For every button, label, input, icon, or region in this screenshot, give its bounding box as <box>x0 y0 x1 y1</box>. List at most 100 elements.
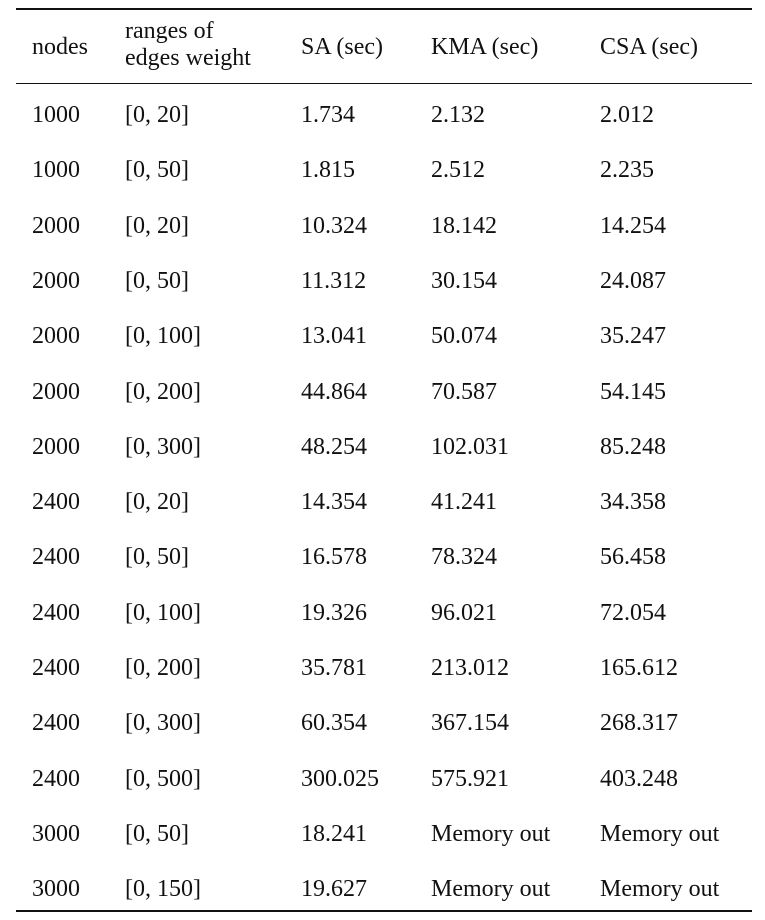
cell-nodes: 2400 <box>32 544 80 570</box>
cell-kma: Memory out <box>431 821 551 847</box>
cell-nodes: 2000 <box>32 434 80 460</box>
cell-nodes: 3000 <box>32 821 80 847</box>
cell-sa: 11.312 <box>301 268 367 294</box>
cell-range: [0, 20] <box>125 489 189 515</box>
table-row: 2400 [0, 50] 16.578 78.324 56.458 <box>16 543 752 571</box>
table-row: 2000 [0, 200] 44.864 70.587 54.145 <box>16 378 752 406</box>
cell-csa: 403.248 <box>600 766 678 792</box>
cell-csa: 2.235 <box>600 157 654 183</box>
cell-sa: 18.241 <box>301 821 367 847</box>
cell-kma: 18.142 <box>431 213 497 239</box>
cell-csa: 24.087 <box>600 268 666 294</box>
cell-kma: 213.012 <box>431 655 509 681</box>
cell-sa: 300.025 <box>301 766 379 792</box>
cell-range: [0, 200] <box>125 655 201 681</box>
cell-range: [0, 500] <box>125 766 201 792</box>
cell-nodes: 2400 <box>32 489 80 515</box>
cell-sa: 48.254 <box>301 434 367 460</box>
cell-kma: 575.921 <box>431 766 509 792</box>
table-row: 2400 [0, 20] 14.354 41.241 34.358 <box>16 488 752 516</box>
cell-range: [0, 20] <box>125 213 189 239</box>
cell-sa: 44.864 <box>301 379 367 405</box>
cell-nodes: 1000 <box>32 157 80 183</box>
cell-sa: 19.326 <box>301 600 367 626</box>
table-row: 2000 [0, 50] 11.312 30.154 24.087 <box>16 267 752 295</box>
table-row: 2400 [0, 100] 19.326 96.021 72.054 <box>16 599 752 627</box>
cell-csa: Memory out <box>600 876 720 902</box>
cell-sa: 1.734 <box>301 102 355 128</box>
table-row: 2000 [0, 20] 10.324 18.142 14.254 <box>16 212 752 240</box>
cell-range: [0, 50] <box>125 821 189 847</box>
cell-nodes: 2400 <box>32 600 80 626</box>
table-top-rule <box>16 8 752 10</box>
table-row: 2400 [0, 200] 35.781 213.012 165.612 <box>16 654 752 682</box>
table-bottom-rule <box>16 910 752 912</box>
cell-range: [0, 300] <box>125 710 201 736</box>
cell-csa: 72.054 <box>600 600 666 626</box>
cell-nodes: 2000 <box>32 213 80 239</box>
header-csa: CSA (sec) <box>600 34 698 60</box>
cell-csa: 35.247 <box>600 323 666 349</box>
cell-sa: 13.041 <box>301 323 367 349</box>
header-ranges-line2: edges weight <box>125 45 251 71</box>
cell-kma: Memory out <box>431 876 551 902</box>
header-sa: SA (sec) <box>301 34 383 60</box>
cell-nodes: 3000 <box>32 876 80 902</box>
table-row: 3000 [0, 150] 19.627 Memory out Memory out <box>16 875 752 903</box>
cell-kma: 102.031 <box>431 434 509 460</box>
cell-nodes: 2400 <box>32 710 80 736</box>
cell-kma: 70.587 <box>431 379 497 405</box>
cell-nodes: 2000 <box>32 379 80 405</box>
header-kma: KMA (sec) <box>431 34 539 60</box>
cell-nodes: 2000 <box>32 323 80 349</box>
table-row: 2400 [0, 500] 300.025 575.921 403.248 <box>16 765 752 793</box>
cell-nodes: 1000 <box>32 102 80 128</box>
table-header-rule <box>16 83 752 84</box>
cell-csa: 2.012 <box>600 102 654 128</box>
cell-kma: 2.512 <box>431 157 485 183</box>
cell-range: [0, 20] <box>125 102 189 128</box>
cell-nodes: 2000 <box>32 268 80 294</box>
cell-kma: 50.074 <box>431 323 497 349</box>
cell-sa: 19.627 <box>301 876 367 902</box>
table-row: 1000 [0, 20] 1.734 2.132 2.012 <box>16 101 752 129</box>
cell-csa: Memory out <box>600 821 720 847</box>
cell-range: [0, 150] <box>125 876 201 902</box>
cell-sa: 60.354 <box>301 710 367 736</box>
cell-range: [0, 100] <box>125 323 201 349</box>
cell-kma: 96.021 <box>431 600 497 626</box>
header-nodes: nodes <box>32 34 88 60</box>
header-ranges-line1: ranges of <box>125 18 214 44</box>
cell-kma: 78.324 <box>431 544 497 570</box>
cell-csa: 165.612 <box>600 655 678 681</box>
table-header-row: nodes ranges of edges weight SA (sec) KM… <box>16 18 752 78</box>
cell-nodes: 2400 <box>32 766 80 792</box>
cell-sa: 1.815 <box>301 157 355 183</box>
cell-csa: 34.358 <box>600 489 666 515</box>
table-row: 1000 [0, 50] 1.815 2.512 2.235 <box>16 156 752 184</box>
cell-sa: 10.324 <box>301 213 367 239</box>
cell-range: [0, 300] <box>125 434 201 460</box>
cell-nodes: 2400 <box>32 655 80 681</box>
table-row: 2000 [0, 100] 13.041 50.074 35.247 <box>16 322 752 350</box>
table-row: 2400 [0, 300] 60.354 367.154 268.317 <box>16 709 752 737</box>
cell-csa: 268.317 <box>600 710 678 736</box>
cell-kma: 2.132 <box>431 102 485 128</box>
table-row: 3000 [0, 50] 18.241 Memory out Memory out <box>16 820 752 848</box>
cell-kma: 367.154 <box>431 710 509 736</box>
cell-csa: 56.458 <box>600 544 666 570</box>
cell-range: [0, 50] <box>125 544 189 570</box>
cell-sa: 35.781 <box>301 655 367 681</box>
cell-range: [0, 100] <box>125 600 201 626</box>
cell-csa: 14.254 <box>600 213 666 239</box>
cell-range: [0, 50] <box>125 157 189 183</box>
table-row: 2000 [0, 300] 48.254 102.031 85.248 <box>16 433 752 461</box>
cell-kma: 41.241 <box>431 489 497 515</box>
cell-range: [0, 50] <box>125 268 189 294</box>
cell-csa: 54.145 <box>600 379 666 405</box>
cell-csa: 85.248 <box>600 434 666 460</box>
cell-kma: 30.154 <box>431 268 497 294</box>
cell-sa: 16.578 <box>301 544 367 570</box>
cell-sa: 14.354 <box>301 489 367 515</box>
cell-range: [0, 200] <box>125 379 201 405</box>
